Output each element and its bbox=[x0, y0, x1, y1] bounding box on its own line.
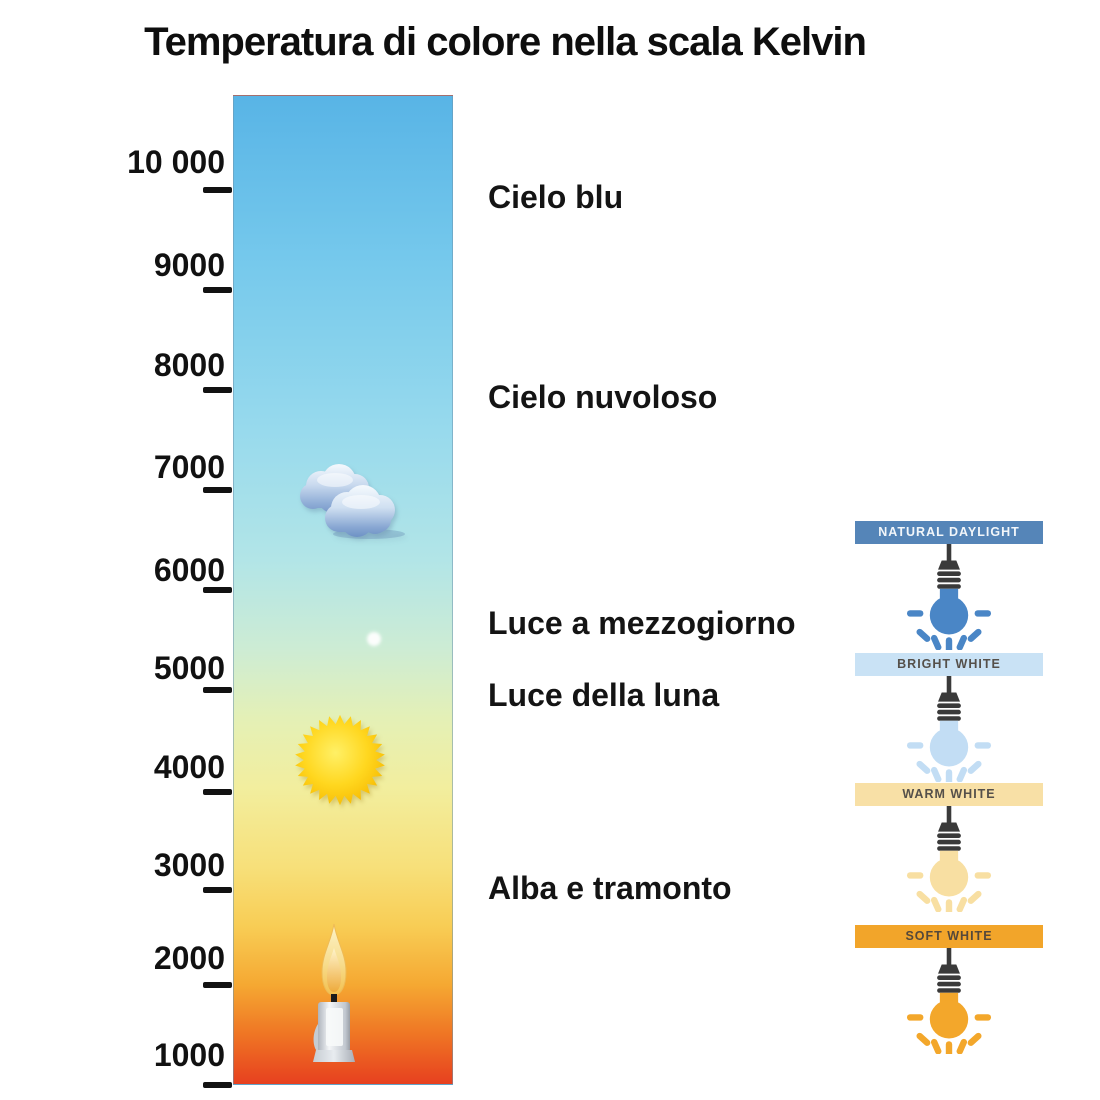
axis-tick-10000 bbox=[203, 187, 232, 193]
moon-dot-icon bbox=[367, 632, 381, 646]
bulb-icon-soft-white bbox=[906, 948, 992, 1054]
axis-tick-9000 bbox=[203, 287, 232, 293]
annotation-cielo-blu: Cielo blu bbox=[488, 179, 624, 215]
panel-soft-white: SOFT WHITE bbox=[855, 925, 1043, 1054]
panel-natural-daylight: NATURAL DAYLIGHT bbox=[855, 521, 1043, 650]
bulb-socket bbox=[937, 676, 961, 721]
bulb-icon-natural-daylight bbox=[906, 544, 992, 650]
axis-tick-6000 bbox=[203, 587, 232, 593]
axis-label-3000: 3000 bbox=[153, 847, 225, 883]
kelvin-gradient-bar bbox=[233, 95, 453, 1085]
axis-tick-2000 bbox=[203, 982, 232, 988]
bulb-glass-and-rays bbox=[906, 992, 992, 1054]
axis-tick-3000 bbox=[203, 887, 232, 893]
candle-body-highlight bbox=[326, 1008, 343, 1046]
bulb-icon-bright-white bbox=[906, 676, 992, 782]
bulb-glass-and-rays bbox=[906, 588, 992, 650]
panel-warm-white: WARM WHITE bbox=[855, 783, 1043, 912]
cloud-front bbox=[325, 485, 395, 537]
axis-tick-5000 bbox=[203, 687, 232, 693]
cloud-back-highlight bbox=[317, 473, 353, 487]
axis-label-9000: 9000 bbox=[153, 247, 225, 283]
annotation-alba-e-tramonto: Alba e tramonto bbox=[488, 870, 732, 906]
panel-banner: WARM WHITE bbox=[855, 783, 1043, 806]
candle-base bbox=[313, 1050, 355, 1062]
panel-banner: NATURAL DAYLIGHT bbox=[855, 521, 1043, 544]
candle-flame-core bbox=[327, 948, 341, 992]
annotation-luce-mezzogiorno: Luce a mezzogiorno bbox=[488, 605, 796, 641]
axis-label-7000: 7000 bbox=[153, 449, 225, 485]
bulb-glass-and-rays bbox=[906, 720, 992, 782]
annotation-luce-della-luna: Luce della luna bbox=[488, 677, 720, 713]
bulb-icon-warm-white bbox=[906, 806, 992, 912]
panel-banner: BRIGHT WHITE bbox=[855, 653, 1043, 676]
bulb-glass-and-rays bbox=[906, 850, 992, 912]
axis-tick-4000 bbox=[203, 789, 232, 795]
axis-label-6000: 6000 bbox=[153, 552, 225, 588]
axis-label-4000: 4000 bbox=[153, 749, 225, 785]
sun-burst bbox=[295, 714, 385, 806]
bulb-socket bbox=[937, 806, 961, 851]
axis-tick-7000 bbox=[203, 487, 232, 493]
panel-bright-white: BRIGHT WHITE bbox=[855, 653, 1043, 782]
panel-banner: SOFT WHITE bbox=[855, 925, 1043, 948]
candle-wick bbox=[331, 994, 337, 1003]
axis-label-8000: 8000 bbox=[153, 347, 225, 383]
bulb-socket bbox=[937, 948, 961, 993]
axis-tick-8000 bbox=[203, 387, 232, 393]
page-title: Temperatura di colore nella scala Kelvin bbox=[144, 20, 867, 64]
sun-icon bbox=[295, 714, 385, 806]
axis-label-10000: 10 000 bbox=[127, 144, 225, 180]
axis-label-5000: 5000 bbox=[153, 650, 225, 686]
candle-icon bbox=[313, 923, 355, 1062]
cloud-front-highlight bbox=[342, 495, 380, 509]
axis-label-2000: 2000 bbox=[153, 940, 225, 976]
axis-label-1000: 1000 bbox=[153, 1037, 225, 1073]
annotation-cielo-nuvoloso: Cielo nuvoloso bbox=[488, 379, 718, 415]
cloud-icon bbox=[300, 464, 405, 539]
axis-tick-1000 bbox=[203, 1082, 232, 1088]
bulb-socket bbox=[937, 544, 961, 589]
